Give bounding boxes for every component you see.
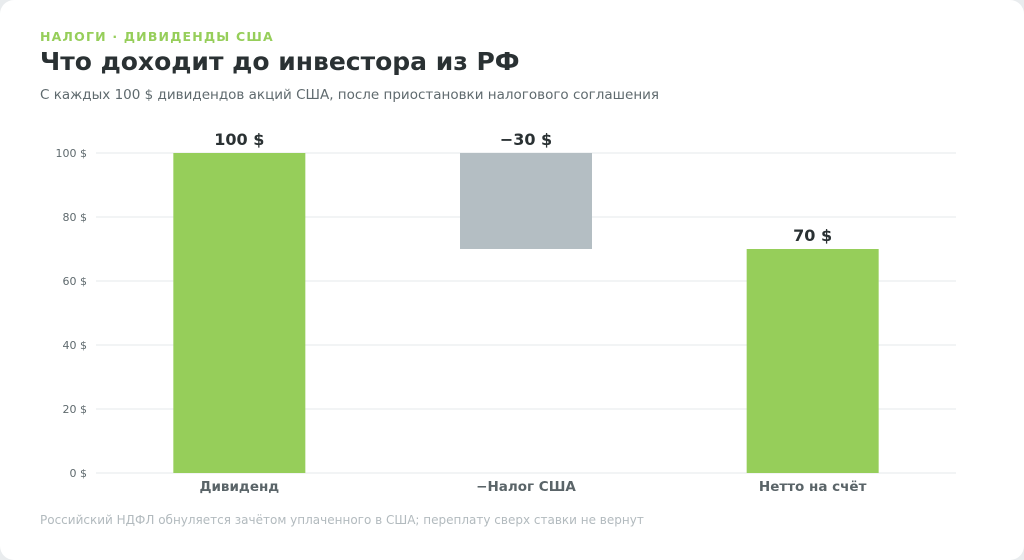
- data-label: −30 $: [500, 130, 552, 149]
- y-tick-label: 20 $: [63, 403, 88, 416]
- chart-subtitle: С каждых 100 $ дивидендов акций США, пос…: [40, 87, 660, 103]
- x-tick-label: Нетто на счёт: [759, 479, 867, 495]
- chart-title: Что доходит до инвестора из РФ: [40, 47, 520, 76]
- y-tick-label: 80 $: [63, 211, 88, 224]
- bar: [460, 153, 592, 249]
- footnote: Российский НДФЛ обнуляется зачётом уплач…: [40, 513, 644, 527]
- data-label: 70 $: [793, 226, 832, 245]
- eyebrow-label: НАЛОГИ · ДИВИДЕНДЫ США: [40, 29, 274, 44]
- x-tick-label: −Налог США: [476, 479, 576, 495]
- y-tick-label: 60 $: [63, 275, 88, 288]
- bar: [173, 153, 306, 473]
- y-tick-label: 100 $: [56, 147, 88, 160]
- y-tick-label: 0 $: [70, 467, 88, 480]
- data-label: 100 $: [214, 130, 264, 149]
- x-tick-label: Дивиденд: [199, 479, 279, 495]
- bar: [746, 249, 879, 473]
- y-tick-label: 40 $: [63, 339, 88, 352]
